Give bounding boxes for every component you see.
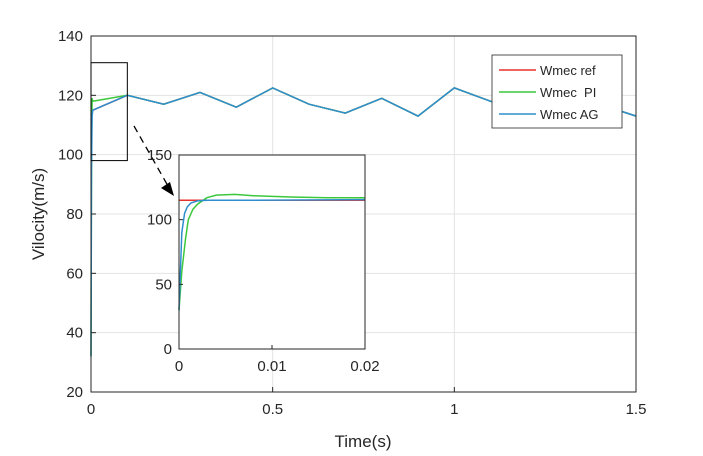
main-y-ticks: 20 40 60 80 100 120 140 (58, 28, 96, 401)
x-tick-label: 0 (87, 401, 95, 418)
inset-x-tick-label: 0.01 (257, 358, 286, 375)
inset-y-ticks: 0 50 100 150 (147, 147, 183, 358)
zoom-arrow-head (161, 182, 174, 196)
x-tick-label: 1.5 (626, 401, 647, 418)
inset-plot-area (179, 155, 365, 349)
zoom-box (90, 62, 128, 162)
legend-entry-ag: Wmec AG (540, 107, 599, 122)
legend-entry-pi: Wmec PI (540, 85, 596, 100)
main-x-ticks: 0 0.5 1 1.5 (87, 387, 647, 418)
inset-y-tick-label: 100 (147, 212, 172, 229)
legend: Wmec ref Wmec PI Wmec AG (491, 54, 623, 129)
legend-entry-ref: Wmec ref (540, 63, 596, 78)
inset-plot: 0 0.01 0.02 0 50 100 150 (147, 147, 380, 375)
zoom-indicator (90, 62, 174, 196)
y-tick-label: 60 (66, 265, 83, 282)
y-tick-label: 40 (66, 325, 83, 342)
inset-series-pi (178, 193, 365, 311)
inset-x-tick-label: 0.02 (350, 358, 379, 375)
inset-series-ag (178, 198, 366, 311)
x-tick-label: 0.5 (262, 401, 283, 418)
y-tick-label: 20 (66, 384, 83, 401)
y-tick-label: 80 (66, 206, 83, 223)
x-axis-label: Time(s) (335, 432, 392, 451)
inset-x-tick-label: 0 (175, 358, 183, 375)
inset-series (178, 193, 366, 311)
inset-y-tick-label: 0 (164, 341, 172, 358)
y-tick-label: 140 (58, 28, 83, 45)
y-tick-label: 120 (58, 87, 83, 104)
inset-y-tick-label: 50 (155, 276, 172, 293)
inset-x-ticks: 0 0.01 0.02 (175, 345, 380, 375)
x-tick-label: 1 (450, 401, 458, 418)
inset-y-tick-label: 150 (147, 147, 172, 164)
y-tick-label: 100 (58, 147, 83, 164)
y-axis-label: Vilocity(m/s) (29, 168, 48, 260)
